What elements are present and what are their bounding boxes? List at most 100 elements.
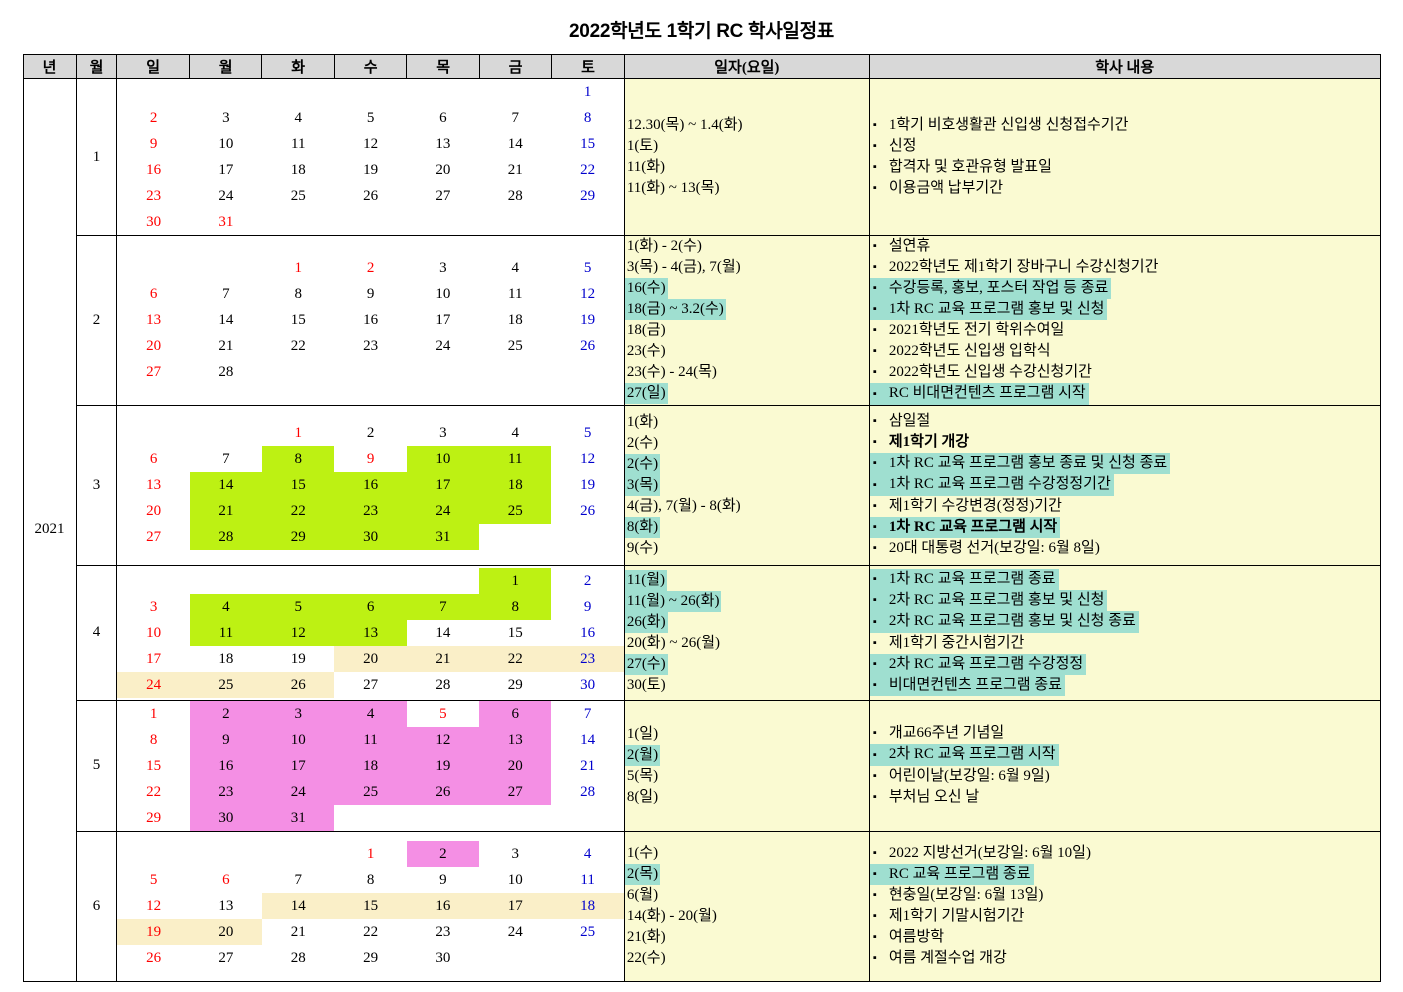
day-cell: 18 <box>290 162 306 178</box>
day-cell: 25 <box>507 338 523 355</box>
week-row: 27 28 <box>117 359 623 385</box>
day-cell: 9 <box>149 136 158 152</box>
bullet-icon: ▪ <box>872 889 877 901</box>
event-line: ▪ 수강등록, 홍보, 포스터 작업 등 종료 <box>869 278 1112 300</box>
event-text: 제1학기 개강 <box>888 434 970 451</box>
day-cell: 21 <box>218 338 234 355</box>
events-cell: ▪ 1차 RC 교육 프로그램 종료 ▪ 2차 RC 교육 프로그램 홍보 및 신청 ▪… <box>868 564 1381 701</box>
bullet-icon: ▪ <box>872 615 877 628</box>
event-text: 1차 RC 교육 프로그램 종료 <box>888 571 1056 588</box>
day-cell: 9 <box>439 872 447 888</box>
event-text: 비대면컨텐츠 프로그램 종료 <box>888 676 1062 693</box>
day-cell: 28 <box>580 783 596 800</box>
bullet-icon: ▪ <box>872 678 877 691</box>
bullet-icon: ▪ <box>872 324 877 337</box>
day-cell: 24 <box>117 671 190 698</box>
day-cell: 5 <box>583 260 592 277</box>
date-line: 11(월) ~ 26(화) <box>624 590 722 612</box>
day-cell: 2 <box>406 841 480 867</box>
empty-day-cell <box>262 841 334 867</box>
empty-day-cell <box>117 255 189 281</box>
empty-day-cell <box>117 841 189 867</box>
day-cell: 26 <box>363 188 379 204</box>
date-line: 22(수) <box>626 950 666 966</box>
day-cell: 27 <box>146 364 162 381</box>
event-text: 현충일(보강일: 6월 13일) <box>888 886 1044 903</box>
day-cell: 9 <box>583 598 592 615</box>
day-cell: 20 <box>479 752 552 779</box>
day-cell: 8 <box>366 872 375 888</box>
day-cell: 2 <box>366 260 375 277</box>
day-cell: 1 <box>366 846 375 862</box>
date-line: 14(화) - 20(월) <box>626 908 717 924</box>
day-cell: 21 <box>580 757 596 774</box>
day-cell: 4 <box>511 260 519 277</box>
empty-day-cell <box>117 568 189 594</box>
week-row: 6 7 8 9 10 11 12 <box>117 446 623 472</box>
date-line: 3(목) - 4(금), 7(월) <box>626 259 741 276</box>
day-cell: 13 <box>146 477 162 493</box>
date-line: 8(화) <box>624 516 661 538</box>
day-cell: 25 <box>189 671 263 698</box>
bullet-icon: ▪ <box>872 727 877 740</box>
event-line: ▪ 여름방학 <box>870 927 947 948</box>
col-header-sunday: 일 <box>116 54 190 79</box>
week-row: 22 23 24 25 26 27 28 <box>117 778 623 805</box>
week-row: 5 6 7 8 9 10 11 <box>117 867 623 893</box>
day-cell: 15 <box>580 136 596 152</box>
events-cell: ▪ 2022 지방선거(보강일: 6월 10일) ▪ RC 교육 프로그램 종료 ▪ 현충… <box>868 830 1381 982</box>
day-cell: 4 <box>334 700 407 727</box>
day-cell: 19 <box>363 162 379 178</box>
date-line: 2(수) <box>626 434 659 451</box>
empty-day-cell <box>334 79 406 105</box>
event-text: 2022학년도 제1학기 장바구니 수강신청기간 <box>888 259 1159 276</box>
day-cell: 24 <box>262 778 335 805</box>
day-cell: 30 <box>334 524 407 550</box>
dates-cell: 1(화) 2(수) 2(수) 3(목) 4(금), 7(월) - 8(화) 8(화) 9(수… <box>623 404 870 566</box>
day-cell: 18 <box>218 650 234 667</box>
event-text: 신정 <box>888 137 917 154</box>
month-row: 3 1 2 3 4 5 6 7 8 9 10 11 12 13 14 15 16 17 18 19 20 21 22 23 2… <box>23 404 1381 566</box>
day-cell: 2 <box>189 700 263 727</box>
day-cell: 20 <box>189 919 263 945</box>
bullet-icon: ▪ <box>872 366 877 379</box>
bullet-icon: ▪ <box>872 748 877 761</box>
day-cell: 13 <box>218 898 234 914</box>
empty-day-cell <box>334 568 406 594</box>
bullet-icon: ▪ <box>872 790 877 803</box>
page-title: 2022학년도 1학기 RC 학사일정표 <box>569 21 834 42</box>
event-text: 설연휴 <box>888 238 931 254</box>
event-text: 2차 RC 교육 프로그램 홍보 및 신청 <box>888 592 1105 609</box>
day-cell: 10 <box>218 136 234 152</box>
date-line: 21(화) <box>626 929 666 945</box>
day-cell: 4 <box>294 110 302 126</box>
event-line: ▪ 2022학년도 신입생 수강신청기간 <box>870 362 1095 383</box>
bullet-icon: ▪ <box>872 499 877 512</box>
day-cell: 5 <box>439 705 447 722</box>
day-cell: 5 <box>262 593 335 620</box>
day-cell: 3 <box>262 700 335 727</box>
day-cell: 19 <box>406 752 480 779</box>
empty-day-cell <box>551 209 623 235</box>
day-cell: 7 <box>583 705 592 722</box>
bullet-icon: ▪ <box>872 261 877 274</box>
year-label: 2021 <box>22 78 77 982</box>
day-cell: 3 <box>511 846 519 862</box>
event-text: 어린이날(보강일: 6월 9일) <box>888 767 1050 784</box>
day-cell: 4 <box>583 846 592 862</box>
day-cell: 25 <box>290 188 306 204</box>
day-cell: 16 <box>146 162 162 178</box>
day-cell: 10 <box>435 286 451 303</box>
bullet-icon: ▪ <box>872 436 877 449</box>
day-cell: 16 <box>189 752 263 779</box>
day-cell: 16 <box>406 893 480 919</box>
bullet-icon: ▪ <box>872 594 877 607</box>
events-cell: ▪ 1학기 비호생활관 신입생 신청접수기간 ▪ 신정 ▪ 합격자 및 호관유형 발표일 ▪… <box>868 78 1381 236</box>
date-line: 8(일) <box>626 788 659 805</box>
event-text: 제1학기 수강변경(정정)기간 <box>888 497 1062 514</box>
event-text: 2차 RC 교육 프로그램 시작 <box>888 746 1056 763</box>
bullet-icon: ▪ <box>872 182 877 195</box>
day-cell: 18 <box>551 893 624 919</box>
table-header-row: 년 월 일 월 화 수 목 금 토 일자(요일) 학사 내용 <box>22 54 1381 79</box>
event-text: 2022 지방선거(보강일: 6월 10일) <box>888 844 1091 861</box>
